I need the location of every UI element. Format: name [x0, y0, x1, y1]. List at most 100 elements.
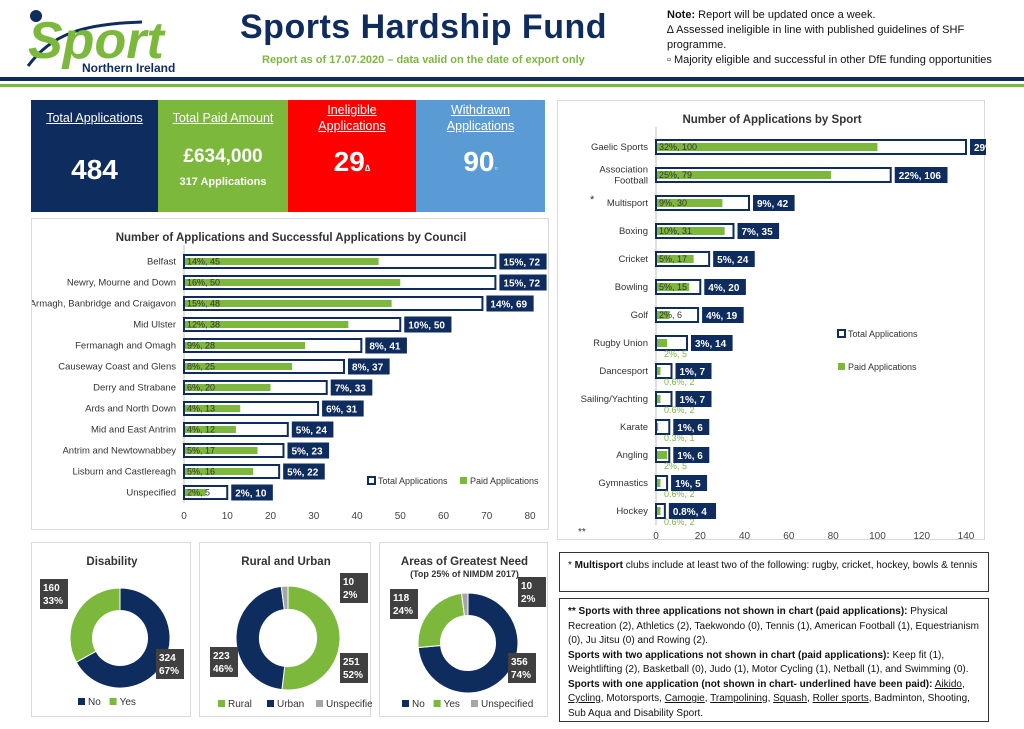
paid-bar — [657, 423, 659, 431]
donut-label: 251 — [343, 657, 360, 668]
donut-slice — [75, 587, 171, 689]
paid-label: 0.6%, 2 — [664, 405, 695, 415]
total-label: 5%, 24 — [296, 426, 328, 437]
donut-slice — [417, 592, 519, 694]
paid-bar — [657, 255, 694, 263]
total-label-box — [704, 279, 746, 295]
donut-label: 67% — [159, 666, 179, 677]
paid-bar — [657, 171, 831, 179]
donut-title: Areas of Greatest Need — [401, 556, 528, 568]
one-application-item: , Badminton, Shooting, Sub Aqua and Disa… — [568, 693, 970, 719]
council-chart-panel: Number of Applications and Successful Ap… — [30, 218, 549, 530]
legend-label: Yes — [444, 699, 460, 710]
total-label: 4%, 20 — [708, 283, 740, 294]
total-label: 10%, 50 — [408, 321, 445, 332]
total-label-box — [330, 379, 373, 396]
paid-label: 0.6%, 2 — [664, 377, 695, 387]
multisport-note: * Multisport clubs include at least two … — [559, 552, 989, 592]
legend-label: Unspecified — [326, 699, 372, 710]
total-label-box — [322, 400, 364, 417]
x-tick-label: 80 — [828, 531, 840, 541]
x-tick-label: 30 — [308, 511, 320, 522]
paid-bar — [185, 279, 401, 286]
total-label: 5%, 23 — [291, 447, 323, 458]
kpi-ineligible: Ineligible Applications 29∆ — [288, 100, 416, 212]
donut-slice — [281, 585, 341, 691]
total-label-box — [894, 167, 948, 183]
donut-label-box — [340, 653, 368, 683]
paid-label: 5%, 16 — [187, 467, 215, 477]
total-label: 0.8%, 4 — [673, 507, 707, 518]
total-label: 6%, 31 — [326, 405, 358, 416]
one-application-item: Roller sports — [812, 693, 869, 704]
category-label: Newry, Mourne and Down — [67, 278, 176, 289]
x-tick-label: 80 — [524, 511, 536, 522]
paid-label: 5%, 17 — [187, 446, 215, 456]
donut-label: 10 — [343, 577, 355, 588]
category-label: Association — [599, 165, 648, 176]
paid-bar — [185, 363, 293, 370]
note-line-1: Note: Report will be updated once a week… — [667, 9, 876, 21]
total-label-box — [291, 421, 334, 438]
total-label: 15%, 72 — [503, 258, 540, 269]
kpi-total-value: 484 — [71, 154, 118, 185]
legend-total-swatch — [367, 476, 376, 485]
legend-swatch — [402, 700, 409, 707]
sport-chart: Number of Applications by Sport 0 20 40 60 80… — [578, 114, 1023, 542]
total-label: 2%, 10 — [235, 489, 267, 500]
paid-bar — [185, 384, 271, 391]
x-tick-label: 60 — [438, 511, 450, 522]
total-label-box — [675, 391, 712, 407]
x-tick-label: 0 — [653, 531, 659, 541]
x-tick-label: 40 — [739, 531, 751, 541]
kpi-total-label: Total Applications — [46, 111, 143, 125]
paid-bar — [185, 300, 392, 307]
legend-swatch — [78, 698, 85, 705]
note-line-3: ▫ Majority eligible and successful in ot… — [667, 54, 992, 66]
paid-bar — [657, 227, 725, 235]
paid-label: 4%, 12 — [187, 425, 215, 435]
total-label-box — [287, 442, 330, 459]
donut-label-box — [390, 589, 418, 619]
paid-label: 9%, 30 — [659, 198, 687, 208]
category-label: Rugby Union — [593, 338, 648, 349]
paid-label: 0.6%, 2 — [664, 517, 695, 527]
paid-bar — [657, 479, 661, 487]
total-label: 5%, 24 — [717, 255, 749, 266]
donut-subtitle: (Top 25% of NIMDM 2017) — [410, 569, 519, 579]
other-sports-note: ** Sports with three applications not sh… — [559, 598, 989, 722]
paid-label: 0.3%, 1 — [664, 433, 695, 443]
logo-graphic: Sport Northern Ireland — [26, 10, 175, 75]
legend-paid-label: Paid Applications — [470, 476, 539, 486]
total-bar — [655, 419, 671, 435]
paid-bar — [657, 451, 668, 459]
one-application-list: Aikido, Cycling, Motorsports, Camogie, T… — [568, 679, 970, 719]
total-label-box — [404, 316, 452, 333]
category-label: Mid Ulster — [133, 320, 176, 331]
axis-note-mark: ** — [578, 527, 586, 538]
donut-label: 160 — [43, 583, 60, 594]
donut-label: 24% — [393, 606, 413, 617]
category-label: Belfast — [147, 257, 176, 268]
kpi-paid-label: Total Paid Amount — [172, 111, 274, 125]
legend-total-label: Total Applications — [848, 329, 918, 339]
paid-bar — [185, 258, 379, 265]
category-label: Gymnastics — [598, 478, 648, 489]
legend-total-swatch — [837, 329, 846, 338]
donut-label-box — [518, 577, 546, 607]
donut-label: 46% — [213, 664, 233, 675]
one-application-item: Camogie — [664, 693, 705, 704]
total-label: 7%, 35 — [742, 227, 774, 238]
total-label: 7%, 33 — [335, 384, 367, 395]
x-tick-label: 40 — [351, 511, 363, 522]
kpi-total-paid: Total Paid Amount £634,000 317 Applicati… — [158, 100, 288, 212]
legend-swatch — [316, 700, 323, 707]
paid-bar — [185, 321, 349, 328]
legend-swatch — [433, 700, 441, 707]
total-label: 1%, 7 — [680, 367, 706, 378]
category-label: Ards and North Down — [85, 404, 176, 415]
kpi-paid-value: £634,000 — [183, 146, 263, 167]
one-application-item: , — [961, 678, 965, 690]
total-label: 9%, 42 — [757, 199, 789, 210]
paid-label: 2%, 5 — [664, 461, 687, 471]
